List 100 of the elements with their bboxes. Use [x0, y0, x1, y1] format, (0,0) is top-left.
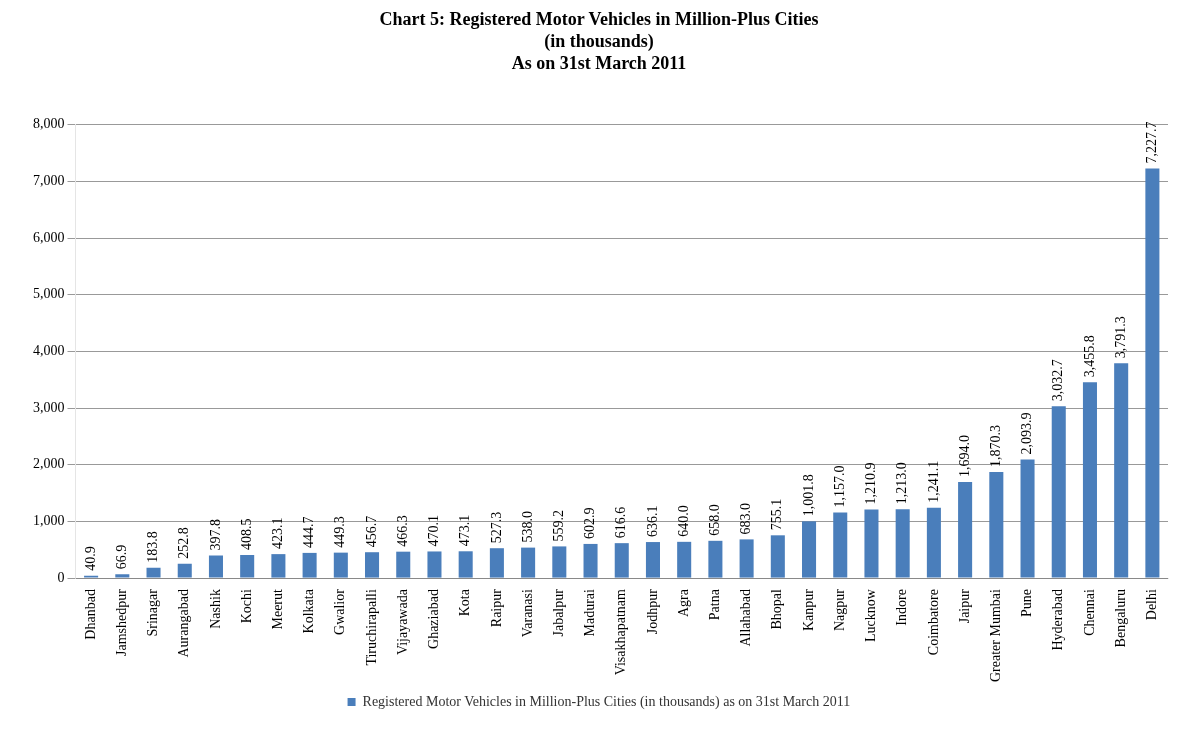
bar: [240, 554, 255, 578]
x-tick-label: Jabalpur: [550, 588, 566, 637]
bar: [365, 552, 380, 578]
x-tick-label: Bhopal: [769, 588, 785, 630]
data-label: 1,157.0: [831, 465, 847, 508]
data-label: 3,032.7: [1050, 359, 1066, 402]
y-tick-label: 3,000: [33, 399, 65, 415]
bar: [833, 512, 848, 578]
data-label: 616.6: [613, 506, 629, 539]
x-tick-label: Nashik: [207, 589, 223, 629]
bar: [677, 541, 692, 578]
x-tick-label: Madurai: [582, 588, 598, 637]
bar: [1051, 406, 1066, 578]
x-tick-label: Kochi: [238, 588, 254, 624]
x-tick-label: Aurangabad: [176, 589, 192, 658]
x-tick-label: Dhanbad: [82, 589, 98, 640]
y-tick-label: 5,000: [33, 286, 65, 302]
bar: [739, 539, 754, 578]
bar: [177, 563, 192, 578]
legend-label: Registered Motor Vehicles in Million-Plus Cities (in thousands) as on 31st March 2011: [362, 693, 851, 710]
data-label: 755.1: [769, 498, 785, 531]
bar: [208, 555, 223, 578]
data-label: 683.0: [738, 502, 754, 535]
x-tick-label: Gwalior: [332, 588, 348, 635]
x-tick-label: Kanpur: [800, 588, 816, 632]
x-tick-label: Indore: [894, 589, 910, 626]
x-tick-label: Raipur: [488, 588, 504, 628]
y-tick-label: 0: [57, 569, 65, 585]
x-tick-label: Kolkata: [301, 588, 317, 634]
bar: [302, 552, 317, 578]
data-label: 183.8: [145, 531, 161, 563]
data-label: 602.9: [582, 507, 598, 539]
data-label: 640.0: [675, 505, 691, 537]
data-label: 40.9: [82, 546, 98, 571]
x-tick-label: Agra: [675, 588, 691, 618]
x-tick-label: Jamshedpur: [113, 588, 129, 656]
bar: [458, 551, 473, 578]
x-tick-label: Patna: [707, 588, 723, 621]
x-tick-label: Bengaluru: [1112, 589, 1128, 648]
x-tick-label: Allahabad: [738, 589, 754, 647]
bar: [802, 521, 817, 578]
y-tick-label: 1,000: [33, 513, 65, 529]
bar: [645, 542, 660, 578]
bar: [583, 543, 598, 578]
data-label: 423.1: [270, 517, 286, 550]
data-label: 449.3: [332, 516, 348, 548]
bar: [989, 472, 1004, 578]
data-label: 636.1: [644, 505, 660, 538]
bar: [396, 551, 411, 578]
bar: [864, 509, 879, 578]
data-label: 1,213.0: [894, 462, 910, 505]
bar: [1082, 382, 1097, 578]
x-tick-label: Varanasi: [519, 588, 535, 638]
data-label: 252.8: [176, 527, 192, 559]
bar: [708, 540, 723, 578]
x-tick-label: Kota: [457, 588, 473, 617]
chart-title: Chart 5: Registered Motor Vehicles in Million-Plus Cities (in thousands) As on 31st March 2011: [379, 9, 819, 73]
data-label: 1,694.0: [956, 435, 972, 478]
x-tick-label: Srinagar: [145, 588, 161, 637]
bar: [1020, 459, 1035, 578]
bar: [614, 543, 629, 578]
bar: [770, 535, 785, 578]
data-label: 66.9: [113, 544, 129, 570]
bar: [552, 546, 567, 578]
x-tick-label: Jaipur: [956, 588, 972, 624]
data-label: 1,210.9: [863, 462, 879, 505]
bar: [958, 482, 973, 578]
y-tick-label: 8,000: [33, 116, 65, 132]
bar: [895, 509, 910, 578]
data-label: 1,870.3: [987, 425, 1003, 468]
x-tick-label: Chennai: [1081, 588, 1097, 636]
x-tick-label: Delhi: [1144, 588, 1160, 621]
bar: [115, 574, 130, 578]
x-tick-label: Nagpur: [831, 588, 847, 632]
bar: [271, 554, 286, 578]
x-tick-label: Hyderabad: [1050, 589, 1066, 651]
x-tick-label: Coimbatore: [925, 589, 941, 656]
data-label: 1,001.8: [800, 474, 816, 517]
data-label: 456.7: [363, 515, 379, 548]
y-tick-label: 6,000: [33, 229, 65, 245]
bar: [146, 567, 161, 578]
data-label: 3,791.3: [1112, 316, 1128, 359]
x-tick-label: Ghaziabad: [426, 589, 442, 649]
y-tick-label: 2,000: [33, 456, 65, 472]
x-tick-label: Vijayawada: [394, 588, 410, 656]
data-label: 7,227.7: [1144, 121, 1160, 164]
data-label: 1,241.1: [925, 460, 941, 503]
data-label: 2,093.9: [1019, 412, 1035, 455]
bar: [1145, 168, 1160, 578]
y-tick-label: 7,000: [33, 173, 65, 189]
data-label: 473.1: [457, 514, 473, 547]
data-label: 3,455.8: [1081, 335, 1097, 378]
x-tick-label: Visakhapatnam: [613, 588, 629, 676]
x-tick-label: Jodhpur: [644, 588, 660, 635]
x-tick-label: Greater Mumbai: [987, 589, 1003, 683]
y-tick-label: 4,000: [33, 343, 65, 359]
x-tick-label: Tiruchirapalli: [363, 588, 379, 666]
bar: [926, 507, 941, 578]
data-label: 408.5: [238, 518, 254, 550]
bar: [333, 552, 348, 578]
